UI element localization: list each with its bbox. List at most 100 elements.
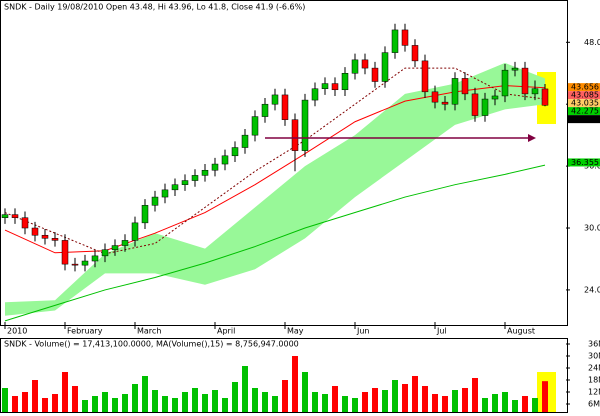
- volume-bar: [542, 381, 548, 412]
- cloud: [5, 62, 545, 316]
- candle-body: [41, 234, 49, 239]
- candle-body: [31, 227, 39, 236]
- candle-body: [121, 240, 129, 246]
- y-tick-label: 24M: [588, 364, 600, 373]
- volume-bar: [122, 394, 128, 412]
- price-label-box: [568, 115, 600, 124]
- price-label: 43.035: [571, 99, 599, 108]
- volume-bar: [432, 394, 438, 412]
- price-label-box: [568, 83, 600, 92]
- candle-body: [11, 214, 19, 218]
- volume-bar: [472, 378, 478, 412]
- volume-bar: [182, 392, 188, 412]
- candle-body: [421, 60, 429, 93]
- candle-body: [511, 67, 519, 71]
- volume-bar: [412, 376, 418, 412]
- x-tick-label: August: [507, 327, 535, 336]
- candle-body: [81, 260, 89, 266]
- volume-frame: [0, 338, 568, 413]
- volume-bar: [152, 390, 158, 412]
- y-tick-label: 6M: [588, 400, 600, 409]
- volume-bar: [402, 384, 408, 412]
- volume-bar: [372, 388, 378, 412]
- y-tick-label: 48.0: [584, 38, 600, 47]
- volume-bar: [102, 392, 108, 412]
- candle-body: [501, 69, 509, 97]
- volume-bar: [322, 394, 328, 412]
- price-label: 36.355: [571, 158, 599, 167]
- volume-bar: [272, 396, 278, 412]
- candle-body: [241, 134, 249, 148]
- candle-body: [271, 94, 279, 105]
- volume-bar: [252, 388, 258, 412]
- volume-bar: [22, 392, 28, 412]
- candle-body: [161, 189, 169, 198]
- candle-body: [351, 59, 359, 74]
- volume-bar: [192, 388, 198, 412]
- volume-bar: [312, 392, 318, 412]
- candle-body: [181, 180, 189, 185]
- candle-body: [71, 263, 79, 266]
- volume-bar: [352, 398, 358, 412]
- candle-body: [461, 78, 469, 95]
- candle-body: [101, 249, 109, 257]
- candle-body: [361, 59, 369, 69]
- candle-body: [331, 83, 339, 91]
- volume-bar: [482, 398, 488, 412]
- x-tick-label: 2010: [7, 327, 27, 336]
- candle-body: [391, 29, 399, 53]
- volume-bar: [382, 390, 388, 412]
- candle-body: [321, 83, 329, 89]
- volume-bar: [42, 398, 48, 412]
- volume-bar: [512, 400, 518, 412]
- volume-bar: [502, 392, 508, 412]
- volume-bar: [342, 396, 348, 412]
- candle-body: [311, 88, 319, 101]
- candle-body: [541, 88, 549, 106]
- price-label: 41.9: [571, 115, 589, 124]
- volume-bar: [532, 398, 538, 412]
- volume-bar: [462, 388, 468, 412]
- y-tick-label: 12M: [588, 388, 600, 397]
- candle-body: [51, 238, 59, 241]
- volume-bar: [62, 372, 68, 412]
- volume-bar: [112, 398, 118, 412]
- volume-bar: [262, 392, 268, 412]
- price-label-box: [568, 107, 600, 116]
- price-label: 43.085: [571, 91, 599, 100]
- candle-body: [1, 214, 9, 218]
- candle-body: [151, 196, 159, 206]
- candle-body: [131, 222, 139, 241]
- volume-bar: [362, 392, 368, 412]
- candle-body: [481, 98, 489, 116]
- volume-bar: [332, 386, 338, 412]
- candle-body: [61, 240, 69, 265]
- candle-body: [221, 155, 229, 165]
- volume-bar: [522, 396, 528, 412]
- x-tick-label: May: [287, 327, 304, 336]
- candle-body: [91, 255, 99, 262]
- candle-body: [371, 67, 379, 82]
- candle-body: [171, 184, 179, 191]
- volume-bar: [32, 380, 38, 412]
- candle-body: [211, 163, 219, 171]
- volume-bar: [492, 394, 498, 412]
- volume-bar: [442, 396, 448, 412]
- candle-body: [521, 67, 529, 95]
- candle-body: [401, 29, 409, 46]
- volume-bar: [12, 396, 18, 412]
- volume-bar: [142, 376, 148, 412]
- volume-bar: [82, 400, 88, 412]
- price-label: 42.275: [571, 107, 599, 116]
- candle-body: [341, 73, 349, 91]
- y-tick-label: 30M: [588, 352, 600, 361]
- volume-bar: [282, 380, 288, 412]
- candle-body: [531, 88, 539, 95]
- candle-body: [141, 205, 149, 224]
- volume-bar: [222, 398, 228, 412]
- price-label-box: [568, 99, 600, 108]
- candle-body: [281, 94, 289, 120]
- volume-bar: [72, 386, 78, 412]
- indicator-line: [4, 67, 546, 255]
